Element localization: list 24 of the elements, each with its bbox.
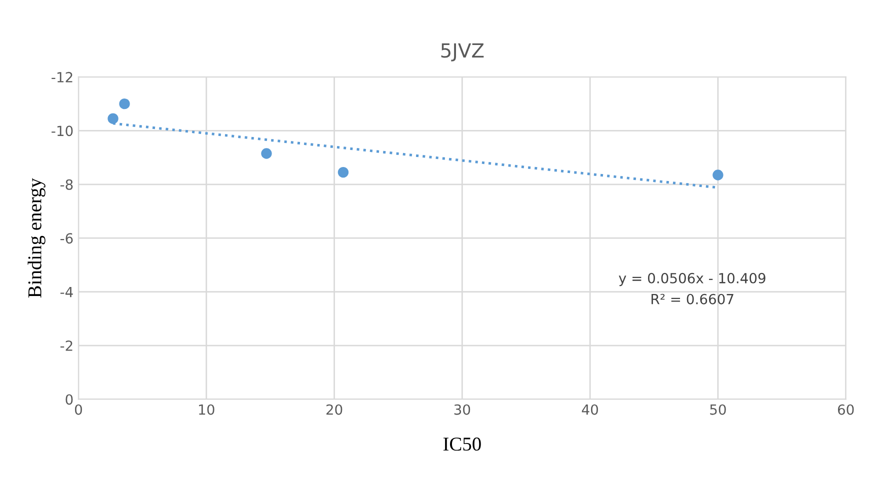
point [108, 113, 118, 124]
x-tick-label: 40 [582, 404, 598, 415]
x-axis-title: IC50 [443, 438, 481, 451]
chart-title: 5JVZ [441, 43, 484, 62]
x-tick-label: 50 [710, 404, 726, 415]
point [261, 148, 272, 159]
annotation: y = 0.0506x - 10.409 [618, 272, 766, 286]
y-tick-label: 0 [66, 394, 73, 405]
x-tick-label: 10 [199, 404, 214, 415]
y-tick-label: -6 [60, 233, 73, 244]
point [338, 166, 349, 178]
y-tick-label: -2 [60, 340, 72, 351]
y-tick-label: -12 [52, 72, 72, 82]
x-tick-label: 30 [454, 404, 470, 415]
point [119, 98, 130, 110]
y-tick-label: -4 [60, 286, 73, 298]
x-tick-label: 0 [74, 404, 82, 415]
y-tick-label: -10 [52, 126, 73, 136]
annotation: R² = 0.6607 [652, 294, 734, 304]
x-tick-label: 20 [326, 404, 342, 415]
y-tick-label: -8 [60, 179, 73, 190]
point [712, 170, 724, 180]
y-axis-title: Binding energy [28, 178, 46, 298]
x-tick-label: 60 [838, 404, 854, 415]
